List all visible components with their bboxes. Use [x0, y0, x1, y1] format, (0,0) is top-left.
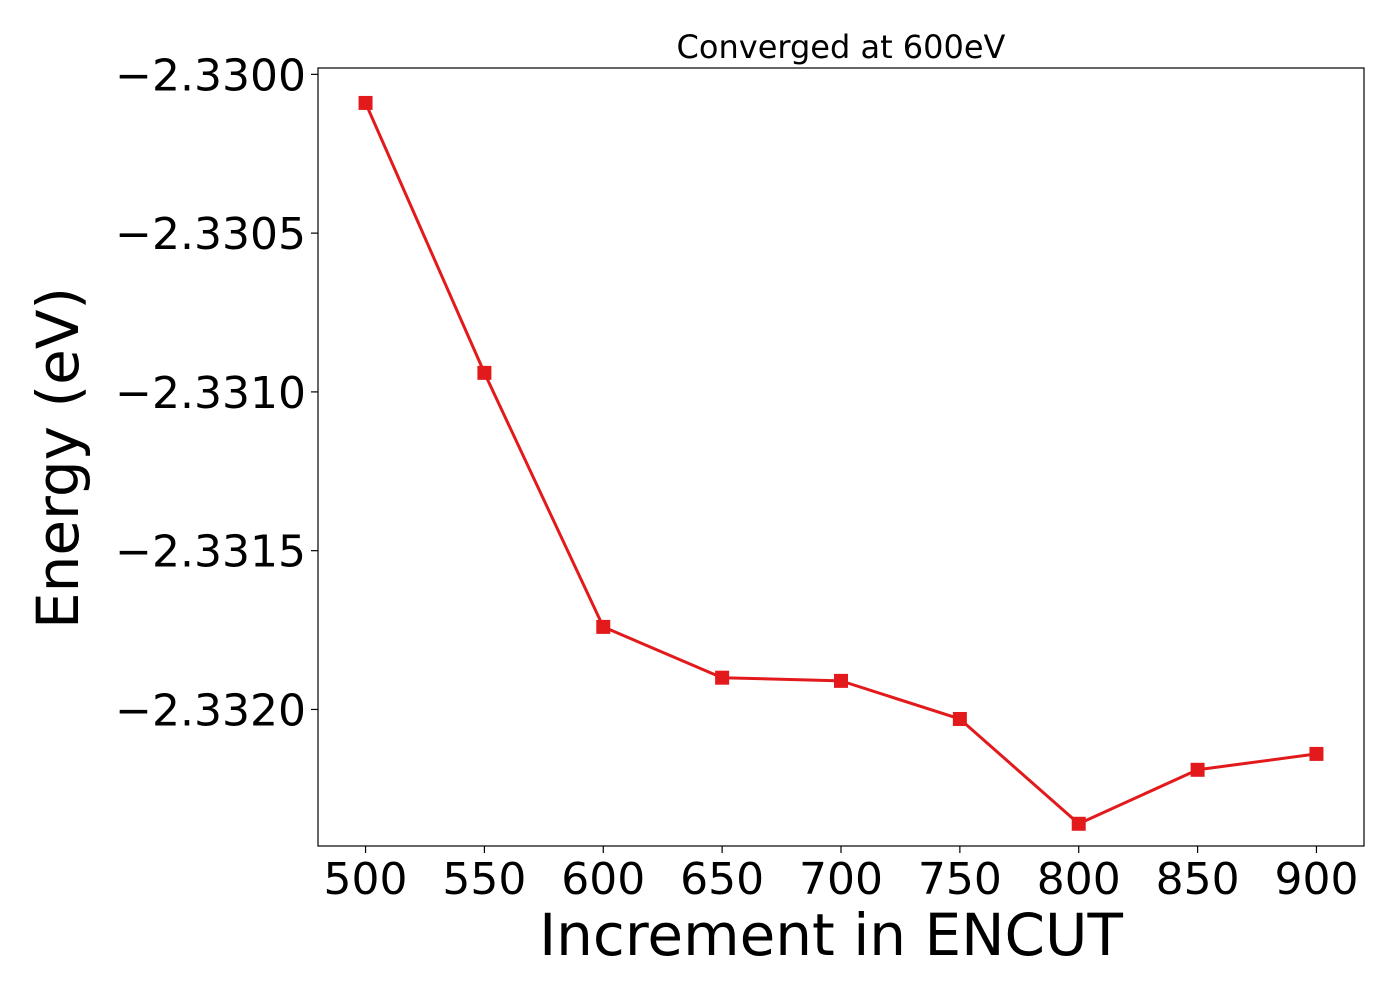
y-axis-title: Energy (eV): [24, 287, 92, 629]
plot-frame: [317, 67, 1365, 847]
data-point-marker: [1309, 746, 1324, 761]
chart-title: Converged at 600eV: [677, 28, 1006, 66]
data-point-marker: [1190, 762, 1205, 777]
x-tick-label: 800: [1037, 854, 1121, 905]
y-tick-label: −2.3305: [115, 209, 306, 260]
ticks-layer: 500 550 600 650 700 750 800 850 900 −2.3300 −2.330…: [115, 50, 1358, 905]
x-tick-label: 550: [442, 854, 526, 905]
x-tick-label: 750: [918, 854, 1002, 905]
x-tick-label: 500: [324, 854, 408, 905]
data-point-marker: [358, 95, 373, 110]
x-tick-label: 900: [1274, 854, 1358, 905]
y-tick-label: −2.3315: [115, 527, 306, 578]
x-tick-label: 700: [799, 854, 883, 905]
x-axis-title: Increment in ENCUT: [539, 901, 1123, 969]
data-point-marker: [952, 711, 967, 726]
y-tick-label: −2.3300: [115, 50, 306, 101]
x-tick-label: 600: [561, 854, 645, 905]
data-point-marker: [477, 365, 492, 380]
data-point-marker: [1071, 816, 1086, 831]
y-tick-label: −2.3310: [115, 368, 306, 419]
x-tick-label: 850: [1156, 854, 1240, 905]
series-line: [364, 102, 1317, 826]
series-layer: [358, 95, 1324, 831]
data-point-marker: [834, 673, 848, 688]
x-tick-label: 650: [680, 854, 764, 905]
data-point-marker: [596, 619, 611, 634]
y-tick-label: −2.3320: [115, 685, 306, 736]
data-point-marker: [715, 670, 730, 685]
